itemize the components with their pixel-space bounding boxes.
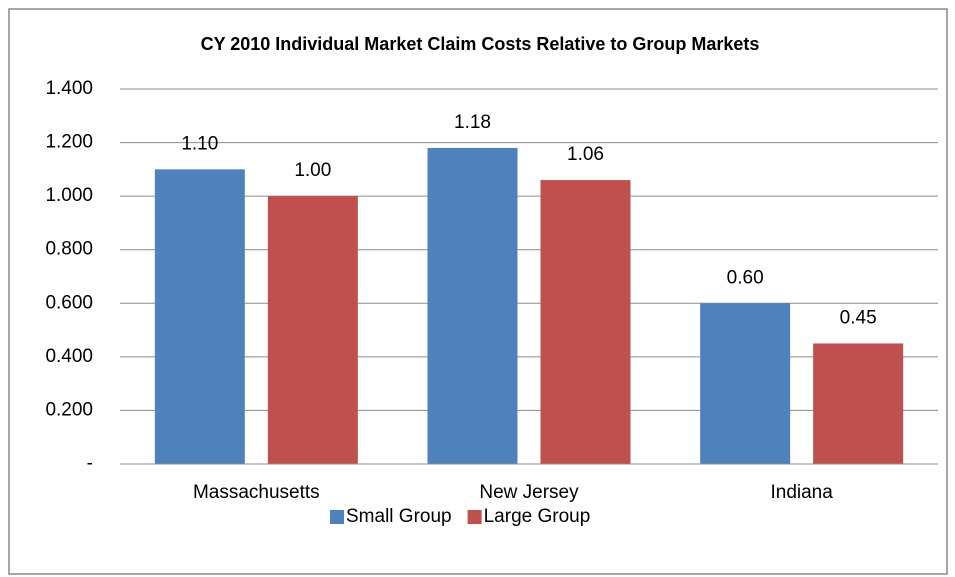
x-tick-label: New Jersey bbox=[479, 482, 579, 503]
bar bbox=[813, 343, 904, 464]
y-tick-label: 1.400 bbox=[45, 78, 93, 99]
x-tick-label: Massachusetts bbox=[193, 482, 320, 503]
y-tick-label: 0.800 bbox=[45, 239, 93, 260]
bar bbox=[427, 147, 518, 464]
value-label: 1.10 bbox=[181, 133, 218, 154]
legend-swatch bbox=[330, 510, 344, 524]
y-tick-label: 0.600 bbox=[45, 292, 93, 313]
bar bbox=[700, 303, 791, 464]
value-label: 1.00 bbox=[294, 160, 331, 181]
legend-swatch bbox=[467, 510, 482, 524]
value-label: 0.60 bbox=[727, 267, 764, 288]
y-tick-label: - bbox=[87, 453, 93, 474]
legend-label: Large Group bbox=[484, 506, 591, 527]
legend-label: Small Group bbox=[346, 506, 452, 527]
value-label: 1.18 bbox=[454, 112, 491, 133]
chart-title: CY 2010 Individual Market Claim Costs Re… bbox=[201, 34, 760, 54]
y-tick-label: 1.200 bbox=[45, 132, 93, 153]
y-tick-label: 0.400 bbox=[45, 346, 93, 367]
y-tick-label: 1.000 bbox=[45, 185, 93, 206]
bar bbox=[267, 196, 358, 464]
value-label: 0.45 bbox=[840, 307, 877, 328]
bar bbox=[154, 169, 245, 464]
y-tick-label: 0.200 bbox=[45, 399, 93, 420]
x-tick-label: Indiana bbox=[770, 482, 833, 503]
bar bbox=[540, 180, 631, 465]
value-label: 1.06 bbox=[567, 144, 604, 165]
